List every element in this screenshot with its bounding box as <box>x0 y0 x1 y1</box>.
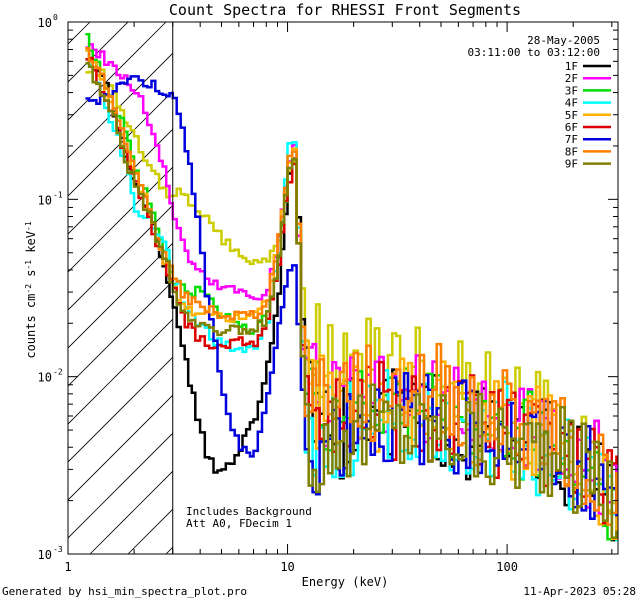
hatch-line <box>68 394 173 501</box>
y-tick-label: 10 <box>38 548 52 562</box>
legend-label-6F: 6F <box>565 121 578 134</box>
legend-label-3F: 3F <box>565 84 578 97</box>
legend-label-1F: 1F <box>565 60 578 73</box>
y-tick-label-exponent: -3 <box>53 545 63 554</box>
y-axis-label-part: s <box>24 270 38 284</box>
plot-frame <box>67 21 619 555</box>
legend-label-4F: 4F <box>565 97 578 110</box>
annotation-attenuator: Att A0, FDecim 1 <box>186 517 292 530</box>
y-axis-label: counts cm-2 s-1 keV-1 <box>24 221 39 358</box>
y-tick-label: 10 <box>38 371 52 385</box>
header-date: 28-May-2005 <box>527 34 600 47</box>
chart-title: Count Spectra for RHESSI Front Segments <box>169 1 521 19</box>
series-lines <box>85 32 618 542</box>
series-line-9F <box>85 61 618 539</box>
x-axis-label: Energy (keV) <box>302 575 389 589</box>
y-tick-label-exponent: 0 <box>53 13 58 22</box>
y-tick-label: 10 <box>38 193 52 207</box>
hatch-line <box>68 52 173 159</box>
legend-label-5F: 5F <box>565 109 578 122</box>
hatch-line <box>68 280 173 387</box>
legend-label-2F: 2F <box>565 72 578 85</box>
y-axis-label-part: keV <box>24 231 38 260</box>
y-tick-label-exponent: -1 <box>53 190 63 199</box>
y-axis-label-sup: -1 <box>24 260 33 270</box>
generated-by-note: Generated by hsi_min_spectra_plot.pro <box>2 585 248 598</box>
header-time-range: 03:11:00 to 03:12:00 <box>468 46 600 59</box>
y-tick-label-exponent: -2 <box>53 368 63 377</box>
axis-ticks <box>67 21 618 555</box>
y-tick-label: 10 <box>38 16 52 30</box>
hatch-line <box>68 356 173 463</box>
hatch-line <box>68 22 91 45</box>
hatch-line <box>68 432 173 539</box>
hatch-line <box>68 90 173 197</box>
legend-label-9F: 9F <box>565 158 578 171</box>
legend-label-8F: 8F <box>565 145 578 158</box>
legend-label-7F: 7F <box>565 133 578 146</box>
excluded-energy-hatch <box>0 22 173 554</box>
x-tick-label: 10 <box>280 560 294 574</box>
y-axis-label-sup: -2 <box>24 284 33 294</box>
annotation-background: Includes Background <box>186 505 312 518</box>
y-axis-label-sup: -1 <box>24 221 33 231</box>
hatch-line <box>68 242 173 349</box>
x-tick-label: 1 <box>64 560 71 574</box>
y-axis-label-part: counts cm <box>24 294 38 359</box>
hatch-line <box>68 204 173 311</box>
plot-timestamp: 11-Apr-2023 05:28 <box>523 585 636 598</box>
x-tick-label: 100 <box>496 560 518 574</box>
hatch-line <box>0 22 14 554</box>
hatch-line <box>68 22 167 121</box>
hatch-line <box>68 128 173 235</box>
